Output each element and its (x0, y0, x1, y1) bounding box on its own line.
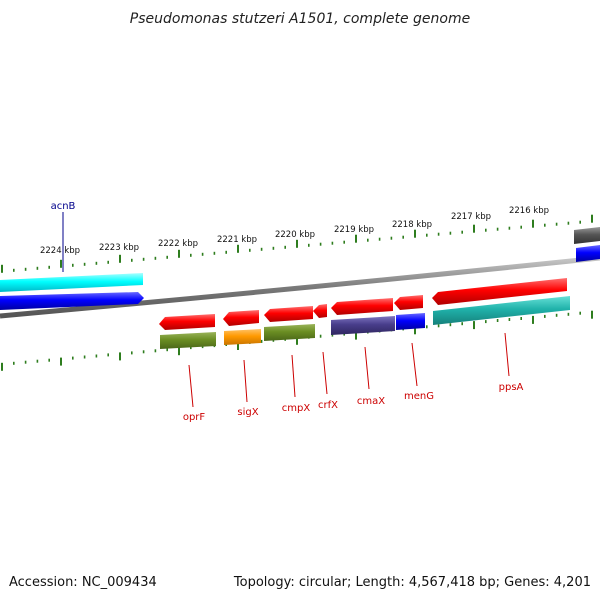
tick-label: 2219 kbp (334, 225, 374, 235)
gene-labels: acnB oprF sigX cmpX crfX cmaX menG ppsA (51, 201, 524, 423)
genome-summary: Topology: circular; Length: 4,567,418 bp… (233, 575, 591, 590)
leader-line-sigX (243, 359, 248, 403)
gene-label-acnB[interactable]: acnB (51, 201, 76, 212)
cog-feature-slate (331, 316, 395, 335)
leader-line-cmaX (364, 346, 370, 390)
gene-crfX-feature[interactable] (313, 304, 327, 318)
leader-line-crfX (322, 351, 328, 395)
genome-backbone (0, 255, 600, 319)
gene-label-cmaX[interactable]: cmaX (357, 396, 385, 407)
tick-label: 2224 kbp (40, 246, 80, 256)
gene-cmpX-feature[interactable] (264, 306, 313, 322)
tick-labels: 2224 kbp 2223 kbp 2222 kbp 2221 kbp 2220… (40, 206, 549, 256)
tick-label: 2221 kbp (217, 235, 257, 245)
cog-feature-blue (396, 313, 425, 330)
tick-label: 2222 kbp (158, 239, 198, 249)
gene-label-menG[interactable]: menG (404, 391, 434, 402)
accession-text: Accession: NC_009434 (9, 575, 157, 590)
reverse-strand-cds (159, 278, 567, 330)
gene-oprF-feature[interactable] (159, 314, 215, 330)
tick-label: 2218 kbp (392, 220, 432, 230)
tick-label: 2216 kbp (509, 206, 549, 216)
cog-feature-teal (433, 296, 570, 325)
leader-line-cmpX (291, 354, 296, 398)
leader-line-oprF (188, 364, 194, 408)
reverse-strand-cog (160, 296, 570, 349)
gene-sigX-feature[interactable] (223, 310, 259, 326)
cog-feature-cyan (0, 273, 143, 292)
gene-label-oprF[interactable]: oprF (183, 412, 206, 423)
outer-tick-row (1, 214, 593, 273)
leader-line-menG (411, 342, 418, 387)
map-title: Pseudomonas stutzeri A1501, complete gen… (130, 11, 470, 27)
cog-feature-olive (264, 324, 315, 341)
gene-label-crfX[interactable]: crfX (318, 400, 338, 411)
forward-strand-features (0, 227, 600, 310)
cog-feature-gray (574, 227, 600, 244)
tick-label: 2217 kbp (451, 212, 491, 222)
cog-feature-orange (224, 329, 261, 345)
gene-acnB-feature[interactable] (0, 292, 144, 310)
gene-cmaX-feature[interactable] (331, 298, 393, 315)
tick-label: 2220 kbp (275, 230, 315, 240)
gene-ppsA-feature[interactable] (432, 278, 567, 305)
gene-label-cmpX[interactable]: cmpX (282, 403, 311, 414)
cds-feature-fragment (576, 245, 600, 262)
cog-feature-olive (160, 332, 216, 349)
tick-label: 2223 kbp (99, 243, 139, 253)
gene-label-ppsA[interactable]: ppsA (499, 382, 524, 393)
gene-menG-feature[interactable] (394, 295, 423, 310)
gene-label-sigX[interactable]: sigX (237, 407, 258, 418)
leader-lines (62, 212, 510, 408)
leader-line-ppsA (504, 332, 510, 377)
